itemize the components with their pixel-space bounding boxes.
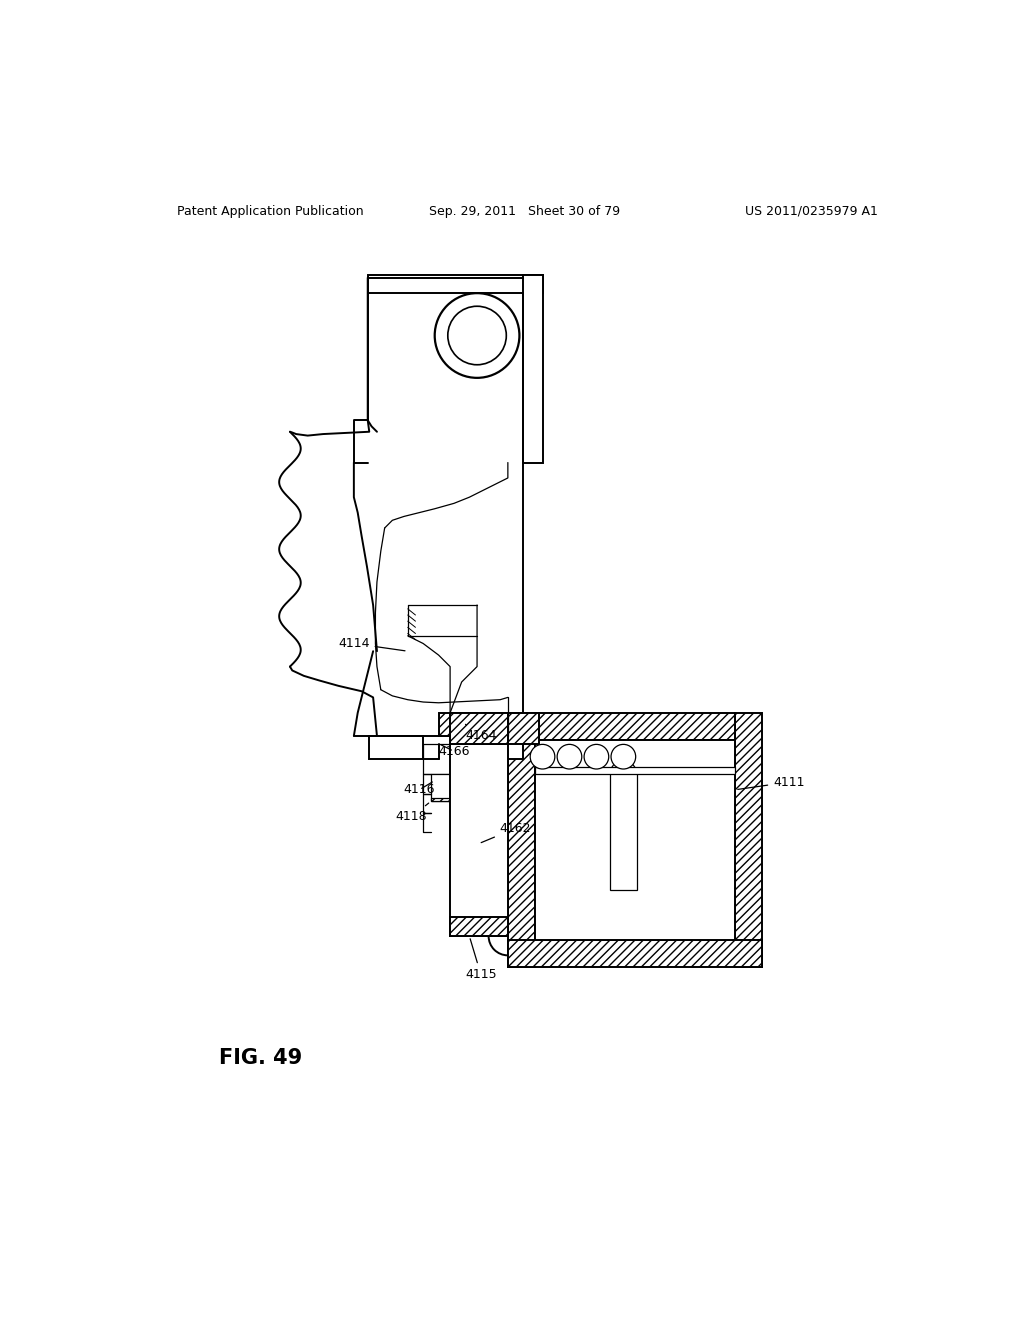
- Polygon shape: [451, 743, 508, 936]
- Polygon shape: [735, 713, 762, 966]
- Polygon shape: [508, 713, 535, 966]
- Circle shape: [530, 744, 555, 770]
- Polygon shape: [609, 751, 637, 771]
- Text: 4115: 4115: [465, 939, 497, 981]
- Text: 4162: 4162: [481, 822, 531, 842]
- Polygon shape: [368, 276, 544, 293]
- Polygon shape: [431, 775, 451, 801]
- Text: 4114: 4114: [338, 638, 406, 651]
- Polygon shape: [451, 917, 508, 936]
- Text: 4111: 4111: [737, 776, 805, 789]
- Text: 4166: 4166: [438, 744, 470, 758]
- Polygon shape: [535, 739, 735, 940]
- Circle shape: [584, 744, 608, 770]
- Text: 4164: 4164: [465, 725, 497, 742]
- Text: US 2011/0235979 A1: US 2011/0235979 A1: [744, 205, 878, 218]
- Circle shape: [611, 744, 636, 770]
- Text: FIG. 49: FIG. 49: [219, 1048, 302, 1068]
- Text: 4118: 4118: [396, 803, 429, 824]
- Polygon shape: [609, 771, 637, 890]
- Polygon shape: [431, 797, 451, 801]
- Polygon shape: [508, 940, 762, 966]
- Circle shape: [435, 293, 519, 378]
- Text: Patent Application Publication: Patent Application Publication: [177, 205, 364, 218]
- Polygon shape: [523, 276, 544, 462]
- Polygon shape: [370, 737, 523, 759]
- Circle shape: [557, 744, 582, 770]
- Polygon shape: [535, 767, 735, 775]
- Polygon shape: [451, 713, 508, 743]
- Polygon shape: [535, 713, 735, 739]
- Polygon shape: [423, 743, 451, 775]
- Polygon shape: [438, 713, 539, 743]
- Circle shape: [447, 306, 506, 364]
- Text: Sep. 29, 2011   Sheet 30 of 79: Sep. 29, 2011 Sheet 30 of 79: [429, 205, 621, 218]
- Text: 4116: 4116: [403, 781, 435, 796]
